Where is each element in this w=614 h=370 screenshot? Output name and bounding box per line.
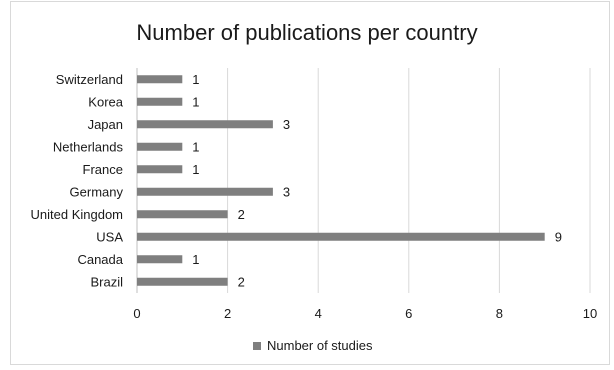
bar bbox=[137, 255, 183, 264]
legend: Number of studies bbox=[253, 338, 373, 353]
legend-label: Number of studies bbox=[267, 338, 373, 353]
category-label: USA bbox=[96, 229, 123, 244]
x-tick-label: 4 bbox=[315, 306, 322, 321]
bar bbox=[137, 75, 183, 84]
x-tick-label: 6 bbox=[405, 306, 412, 321]
category-label: Netherlands bbox=[53, 139, 124, 154]
bar bbox=[137, 120, 273, 129]
data-label: 2 bbox=[238, 274, 245, 289]
bar bbox=[137, 210, 228, 219]
bar bbox=[137, 232, 545, 241]
category-label: Japan bbox=[88, 117, 123, 132]
data-label: 1 bbox=[192, 94, 199, 109]
bar bbox=[137, 165, 183, 174]
category-label: Switzerland bbox=[56, 72, 123, 87]
x-tick-label: 0 bbox=[133, 306, 140, 321]
data-label: 3 bbox=[283, 184, 290, 199]
x-tick-label: 8 bbox=[496, 306, 503, 321]
category-label: France bbox=[83, 162, 123, 177]
data-label: 1 bbox=[192, 72, 199, 87]
data-label: 1 bbox=[192, 139, 199, 154]
bar bbox=[137, 277, 228, 286]
category-label: Korea bbox=[88, 94, 123, 109]
legend-swatch bbox=[253, 341, 261, 350]
category-label: Germany bbox=[70, 184, 124, 199]
data-label: 1 bbox=[192, 162, 199, 177]
bar bbox=[137, 97, 183, 106]
data-label: 2 bbox=[238, 207, 245, 222]
category-label: United Kingdom bbox=[31, 207, 124, 222]
chart-title: Number of publications per country bbox=[136, 20, 478, 45]
data-label: 9 bbox=[555, 229, 562, 244]
x-tick-label: 2 bbox=[224, 306, 231, 321]
category-label: Canada bbox=[77, 252, 123, 267]
bar bbox=[137, 142, 183, 151]
x-tick-label: 10 bbox=[583, 306, 597, 321]
data-label: 3 bbox=[283, 117, 290, 132]
bar bbox=[137, 187, 273, 196]
chart-frame bbox=[10, 1, 610, 365]
category-label: Brazil bbox=[90, 274, 123, 289]
data-label: 1 bbox=[192, 252, 199, 267]
